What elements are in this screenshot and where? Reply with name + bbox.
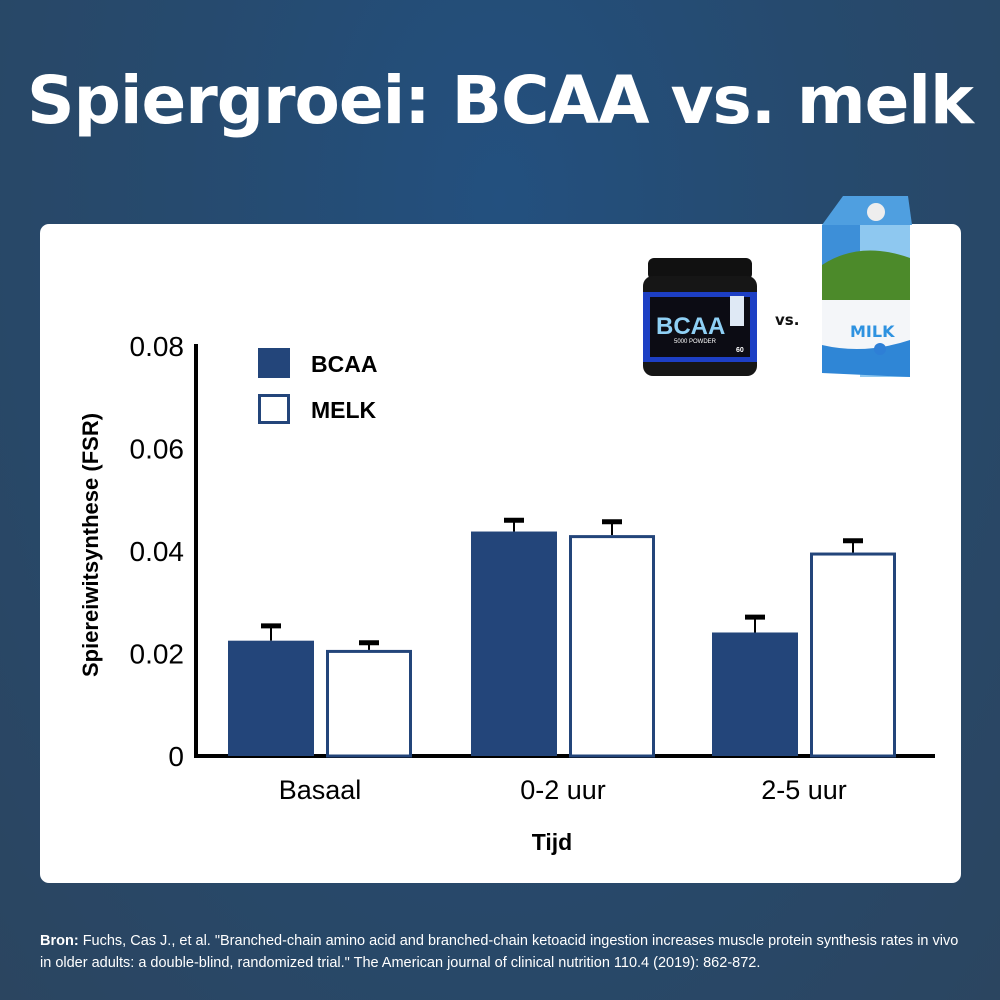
y-tick-label: 0 xyxy=(168,741,184,772)
x-tick-label: 2-5 uur xyxy=(761,775,847,805)
bcaa-sub-text: 5000 POWDER xyxy=(674,339,717,345)
legend-swatch-bcaa xyxy=(258,348,290,378)
source-text: Fuchs, Cas J., et al. "Branched-chain am… xyxy=(40,933,959,971)
y-tick-label: 0.08 xyxy=(130,331,185,362)
legend-label-melk: MELK xyxy=(311,397,377,423)
page-title: Spiergroei: BCAA vs. melk xyxy=(27,62,974,139)
y-tick-label: 0.02 xyxy=(130,639,185,670)
bar-melk xyxy=(810,552,896,758)
y-axis-title: Spiereiwitsynthese (FSR) xyxy=(78,413,103,677)
bcaa-jar-image: BCAA 5000 POWDER 60 xyxy=(643,258,757,376)
x-axis-title: Tijd xyxy=(532,829,572,855)
x-tick-label: 0-2 uur xyxy=(520,775,606,805)
bcaa-count-text: 60 xyxy=(736,347,744,354)
milk-label-text: MILK xyxy=(850,322,895,341)
y-tick-label: 0.06 xyxy=(130,434,185,465)
bar-bcaa xyxy=(712,632,798,756)
bar-bcaa xyxy=(471,531,557,756)
source-citation: Bron: Fuchs, Cas J., et al. "Branched-ch… xyxy=(40,930,970,974)
bar-bcaa xyxy=(228,640,314,756)
source-label: Bron: xyxy=(40,933,79,949)
bar-melk xyxy=(326,649,412,758)
versus-label: vs. xyxy=(775,311,799,329)
bar-melk xyxy=(569,535,655,758)
legend-label-bcaa: BCAA xyxy=(311,351,377,377)
legend-swatch-melk xyxy=(258,394,290,424)
y-tick-label: 0.04 xyxy=(130,536,185,567)
x-tick-label: Basaal xyxy=(279,775,362,805)
milk-carton-image: MILK xyxy=(822,196,912,377)
bcaa-label-text: BCAA xyxy=(656,313,725,340)
